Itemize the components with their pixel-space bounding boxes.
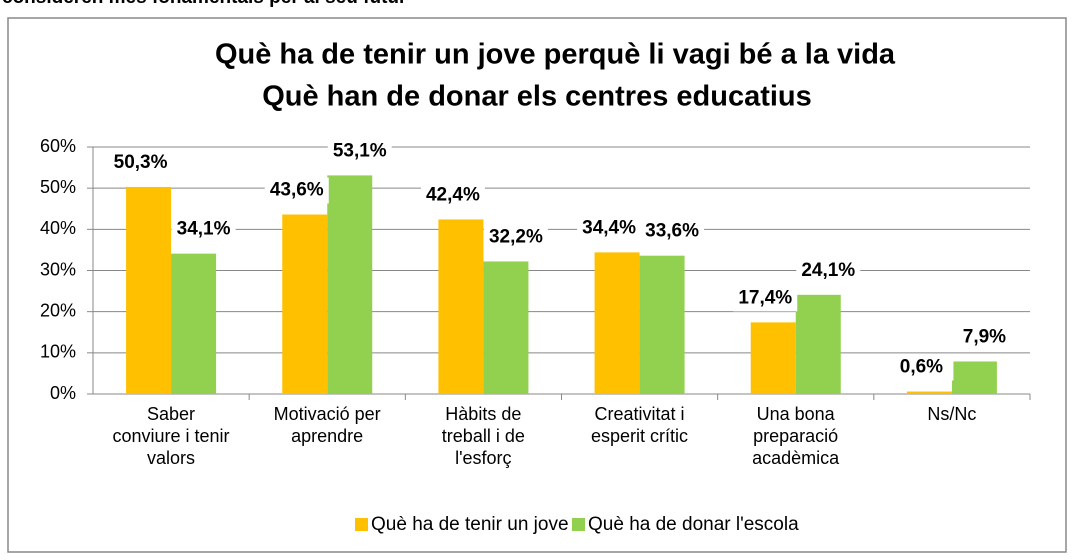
bar: [171, 253, 217, 394]
bar: [483, 261, 529, 394]
y-tick-label: 60%: [40, 136, 76, 156]
data-label: 43,6%: [270, 180, 324, 201]
label-bg: [796, 257, 861, 284]
data-label: 24,1%: [801, 260, 855, 281]
data-label: 34,4%: [582, 217, 636, 238]
bar: [906, 391, 952, 394]
label-bg: [108, 149, 173, 176]
label-bg: [952, 324, 1017, 351]
label-bg: [889, 354, 954, 381]
label-bg: [483, 224, 548, 251]
label-bg: [577, 215, 642, 242]
x-tick-label: Una bona preparació acadèmica: [752, 404, 840, 468]
x-tick-label: Hàbits de treball i de l'esforç: [441, 404, 525, 468]
x-tick-label: Creativitat i esperit crític: [590, 404, 689, 446]
y-tick-label: 40%: [40, 218, 76, 238]
label-bg: [264, 177, 329, 204]
bar: [750, 322, 796, 394]
label-bg: [327, 138, 392, 165]
data-label: 17,4%: [738, 287, 792, 308]
data-label: 7,9%: [963, 326, 1006, 347]
data-label: 42,4%: [426, 184, 480, 205]
label-bg: [733, 285, 798, 312]
y-tick-label: 30%: [40, 259, 76, 279]
y-tick-label: 50%: [40, 177, 76, 197]
label-bg: [171, 216, 236, 243]
header: consideren més fonamentals per al seu fu…: [2, 0, 407, 8]
x-tick-label: Ns/Nc: [927, 404, 977, 424]
legend-swatch: [572, 518, 585, 531]
chart-title: Què ha de tenir un jove perquè li vagi b…: [215, 39, 896, 71]
legend-label: Què ha de tenir un jove: [371, 514, 569, 535]
data-label: 32,2%: [489, 226, 543, 247]
legend-swatch: [355, 518, 368, 531]
bar: [795, 294, 841, 394]
data-label: 34,1%: [177, 219, 231, 240]
label-bg: [640, 218, 705, 245]
bar: [282, 214, 328, 394]
y-tick-label: 20%: [40, 300, 76, 320]
data-label: 0,6%: [900, 357, 943, 378]
y-tick-label: 0%: [50, 383, 76, 403]
data-label: 50,3%: [114, 152, 168, 173]
x-tick-label: Motivació per aprendre: [273, 404, 381, 446]
data-label: 53,1%: [333, 140, 387, 161]
bar: [594, 252, 640, 394]
label-bg: [420, 182, 485, 209]
bar: [438, 219, 484, 394]
chart-subtitle: Què han de donar els centres educatius: [262, 81, 812, 113]
y-tick-label: 10%: [40, 342, 76, 362]
x-tick-label: Saber conviure i tenir valors: [112, 404, 230, 468]
bar: [126, 186, 172, 394]
data-label: 33,6%: [645, 221, 699, 242]
bar: [327, 175, 373, 394]
legend-label: Què ha de donar l'escola: [588, 514, 799, 535]
bar: [639, 255, 685, 394]
bar: [951, 361, 997, 394]
